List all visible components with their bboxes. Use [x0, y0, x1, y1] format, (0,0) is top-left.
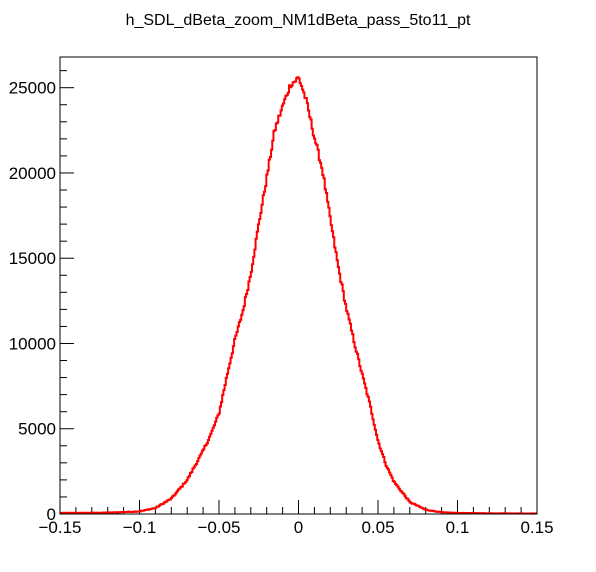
y-tick-label: 0 — [47, 505, 56, 524]
y-tick-label: 15000 — [9, 249, 56, 268]
chart-title: h_SDL_dBeta_zoom_NM1dBeta_pass_5to11_pt — [126, 12, 471, 29]
x-tick-label: 0 — [294, 518, 303, 537]
histogram-series-line — [60, 76, 537, 515]
x-tick-label: 0.05 — [361, 518, 394, 537]
y-tick-label: 5000 — [18, 420, 56, 439]
axes: −0.15 −0.1 −0.05 0 0.05 0.1 0.15 0 5000 10000 1500… — [9, 70, 554, 537]
x-tick-label: 0.1 — [446, 518, 470, 537]
x-tick-label: −0.05 — [197, 518, 240, 537]
y-tick-label: 20000 — [9, 164, 56, 183]
y-tick-label: 10000 — [9, 334, 56, 353]
x-tick-label: −0.1 — [123, 518, 157, 537]
x-tick-label: 0.15 — [520, 518, 553, 537]
y-tick-label: 25000 — [9, 79, 56, 98]
plot-border — [59, 56, 538, 515]
plot-frame — [59, 56, 538, 515]
x-tick-label: −0.15 — [38, 518, 81, 537]
